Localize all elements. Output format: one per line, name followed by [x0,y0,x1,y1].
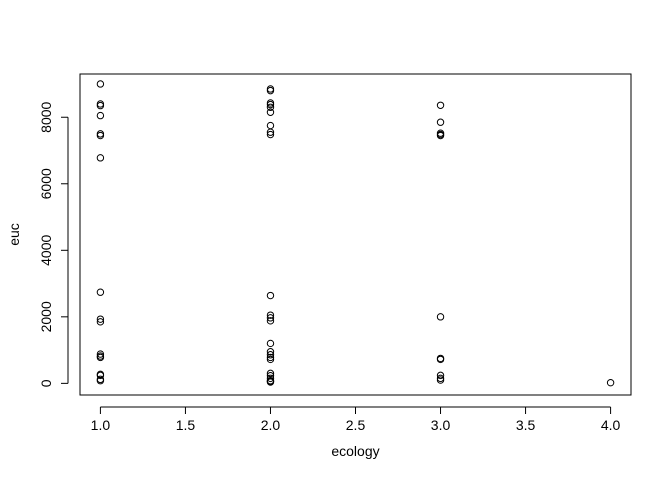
data-point [266,353,275,362]
data-point [96,350,105,358]
x-axis: 1.0 1.5 2.0 2.5 3.0 3.5 4.0 [91,406,621,433]
y-tick-label: 4000 [38,235,54,266]
data-point [266,311,275,319]
data-point [266,317,275,325]
data-point [436,376,445,384]
data-point [266,128,275,136]
x-tick-label: 4.0 [601,417,621,433]
data-points [96,80,615,387]
data-point [266,130,275,139]
x-tick-label: 1.5 [176,417,196,433]
plot-box [79,73,632,396]
y-tick-label: 2000 [38,301,54,332]
y-axis: 0 2000 4000 6000 8000 [38,101,69,387]
data-point [266,374,275,383]
data-point [266,348,275,356]
data-point [266,108,275,116]
x-tick-label: 1.0 [91,417,111,433]
y-axis-label: euc [6,223,22,246]
data-point [266,103,275,111]
data-point [266,378,275,386]
data-point [96,318,105,326]
data-point [436,118,445,126]
data-point [606,378,615,387]
data-point [96,154,105,162]
data-point [266,314,275,322]
data-point [96,111,105,120]
data-point [266,291,275,300]
data-point [266,351,275,359]
data-point [436,313,445,321]
data-point [436,101,445,109]
data-point [266,100,275,109]
data-point [436,371,445,380]
x-axis-label: ecology [331,443,379,459]
x-tick-label: 2.5 [346,417,366,433]
y-tick-label: 6000 [38,168,54,199]
data-point [266,121,275,130]
data-point [96,353,105,362]
data-point [266,339,275,348]
x-tick-label: 3.5 [516,417,536,433]
data-point [436,131,445,140]
y-tick-label: 8000 [38,101,54,132]
y-tick-label: 0 [38,379,54,387]
data-point [266,369,275,378]
x-tick-label: 3.0 [431,417,451,433]
data-point [96,131,105,140]
data-point [96,371,105,380]
data-point [96,101,105,110]
data-point [96,288,105,296]
x-tick-label: 2.0 [261,417,281,433]
data-point [96,376,105,385]
data-point [96,315,105,323]
data-point [96,80,105,88]
data-point [266,86,275,95]
data-point [436,355,445,364]
data-point [266,355,275,364]
